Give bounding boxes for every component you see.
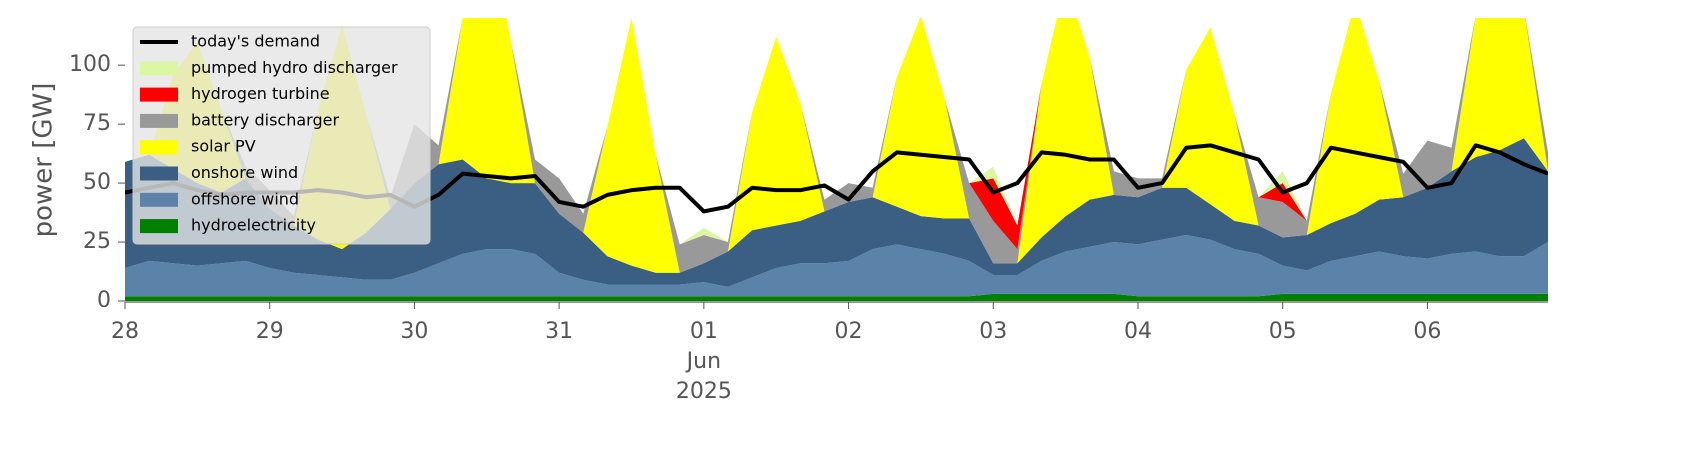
x-tick-label: 03	[979, 319, 1007, 344]
legend-swatch	[140, 113, 178, 128]
axes: 0 25 50 75 100 28 29 30 31 01 Jun 2025 02 03 04 05 06	[69, 52, 1548, 404]
y-tick-label: 100	[69, 52, 111, 77]
x-tick-label: 31	[545, 319, 573, 344]
legend-swatch	[140, 219, 178, 234]
legend-label: battery discharger	[191, 110, 339, 129]
y-axis-label: power [GW]	[29, 83, 59, 238]
legend-label: offshore wind	[191, 189, 299, 208]
y-tick-label: 50	[83, 170, 111, 195]
x-tick-label: 01 Jun 2025	[676, 319, 732, 404]
x-tick-label: 02	[835, 319, 863, 344]
x-tick-label: 06	[1413, 319, 1441, 344]
x-tick-label: 05	[1269, 319, 1297, 344]
legend: today's demand pumped hydro discharger hyd…	[132, 26, 431, 245]
area	[125, 18, 1548, 273]
legend-swatch	[140, 140, 178, 155]
legend-swatch	[140, 87, 178, 102]
y-tick-label: 0	[97, 288, 111, 313]
legend-label: hydrogen turbine	[191, 84, 330, 103]
legend-swatch	[140, 61, 178, 76]
x-tick-label: 30	[400, 319, 428, 344]
area	[125, 293, 1548, 301]
x-tick-label: 28	[111, 319, 139, 344]
x-tick-label: 04	[1124, 319, 1152, 344]
legend-label: pumped hydro discharger	[191, 58, 398, 77]
legend-swatch	[140, 166, 178, 181]
legend-swatch	[140, 192, 178, 207]
legend-label: solar PV	[191, 137, 256, 156]
x-tick-label: 29	[256, 319, 284, 344]
legend-label: today's demand	[191, 32, 320, 51]
y-tick-label: 25	[83, 229, 111, 254]
y-tick-label: 75	[83, 111, 111, 136]
legend-box	[132, 26, 431, 245]
legend-label: onshore wind	[191, 163, 298, 182]
legend-label: hydroelectricity	[191, 216, 316, 235]
area	[125, 234, 1548, 297]
